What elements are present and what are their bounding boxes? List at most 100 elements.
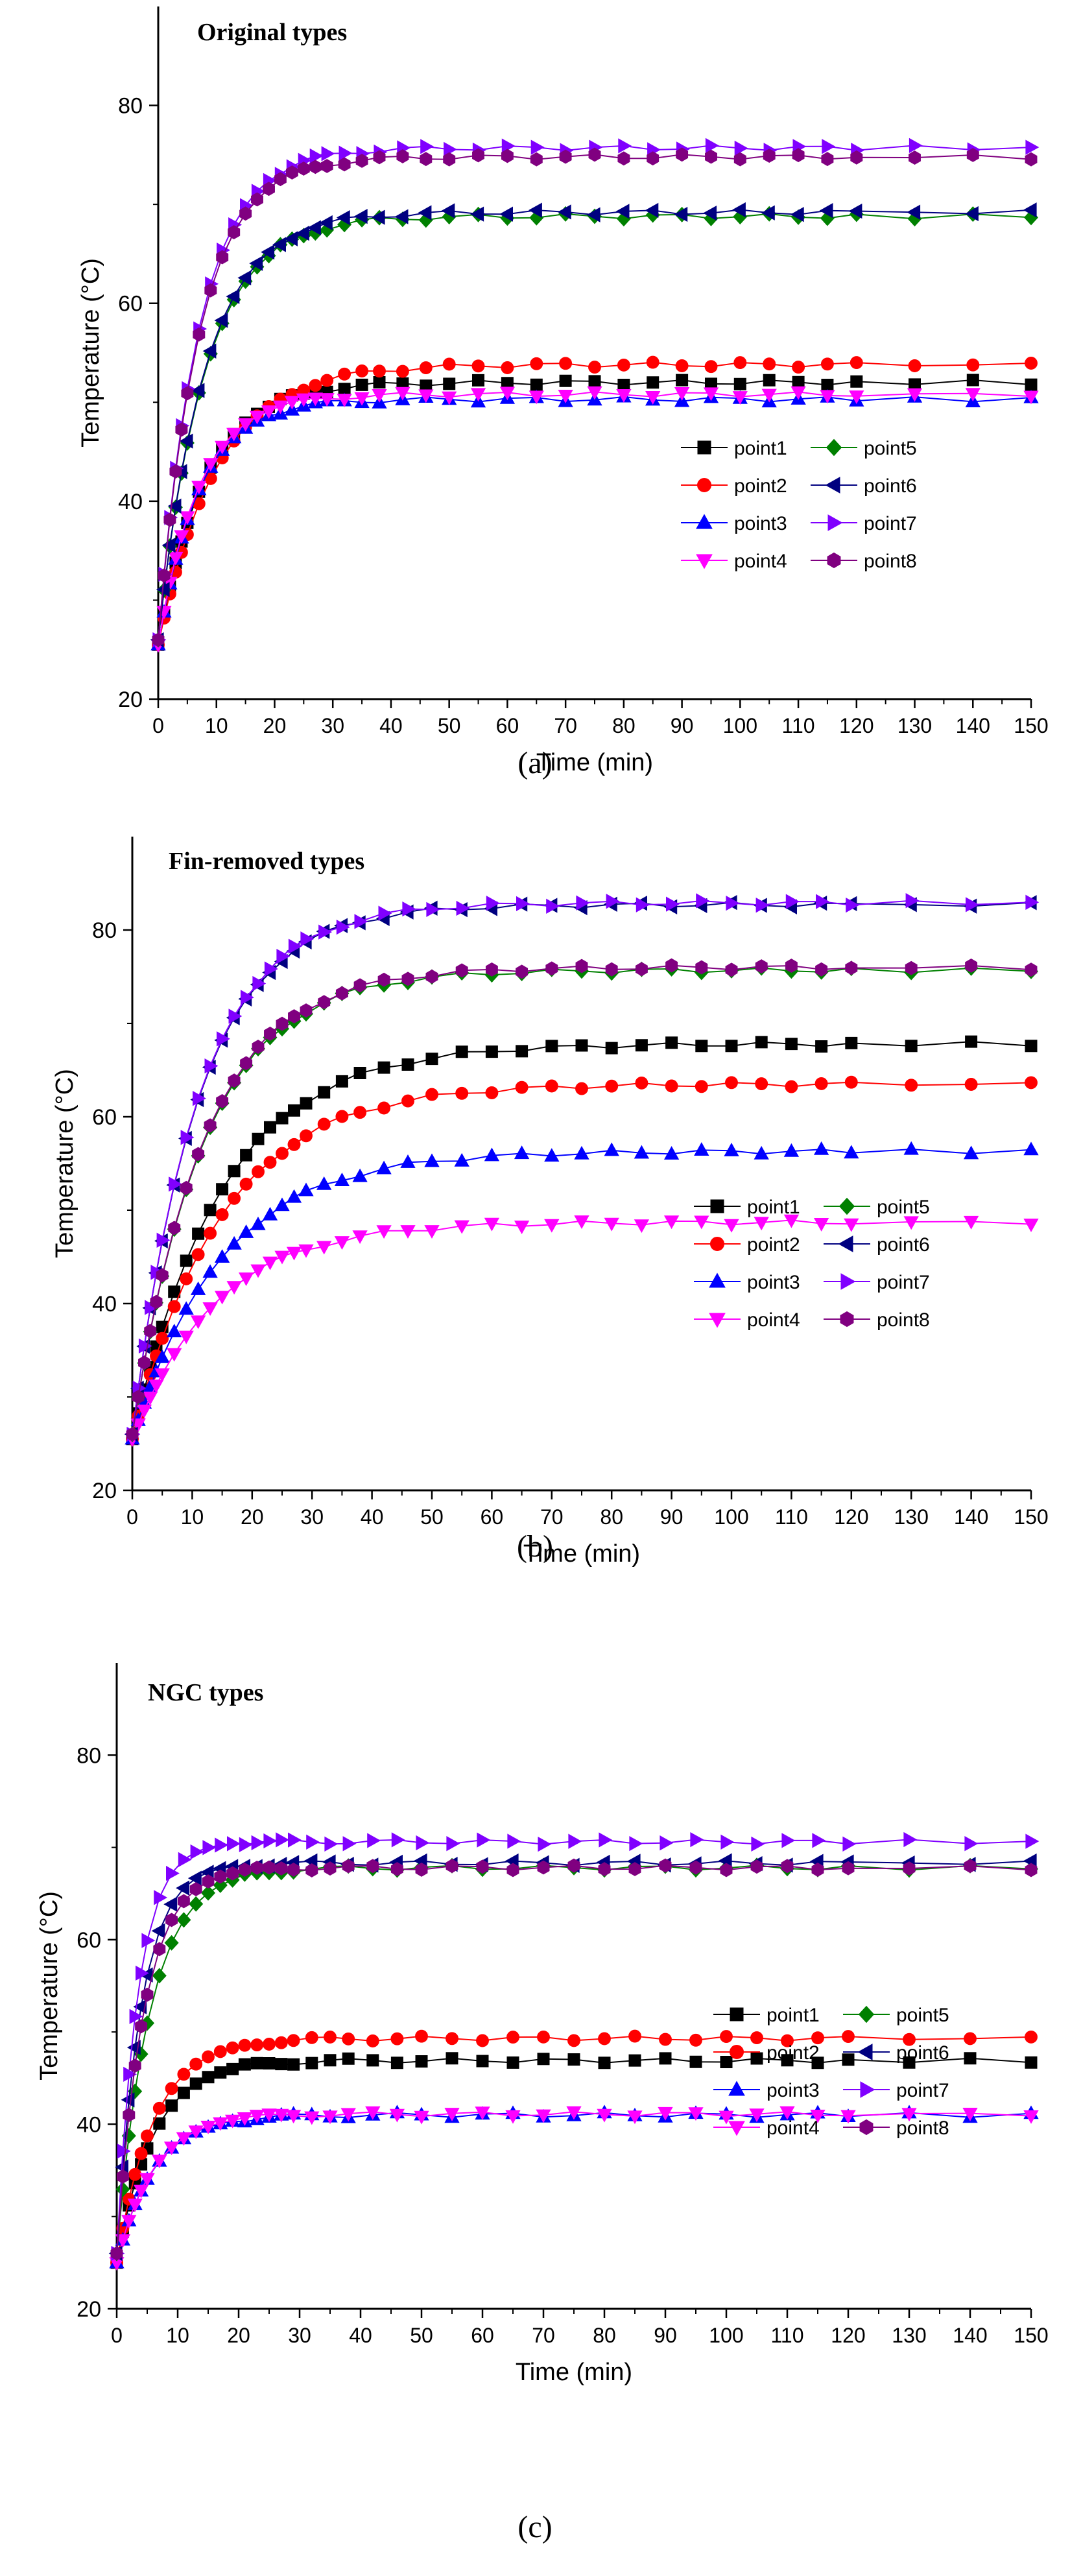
- data-point-point7: [378, 905, 392, 921]
- data-point-point6: [187, 1870, 202, 1886]
- data-point-point1: [485, 1045, 498, 1058]
- data-point-point4: [536, 2109, 551, 2123]
- series-point2: [110, 2029, 1038, 2269]
- data-point-point7: [123, 2066, 137, 2082]
- data-point-point2: [324, 2031, 337, 2044]
- data-point-point1: [537, 2053, 550, 2066]
- data-point-point3: [286, 1189, 302, 1203]
- data-point-point4: [514, 1221, 530, 1234]
- data-point-point1: [476, 2055, 489, 2068]
- data-point-point8: [141, 1987, 154, 2002]
- data-point-point2: [695, 1080, 708, 1093]
- data-point-point8: [443, 152, 456, 167]
- data-point-point4: [261, 2108, 277, 2123]
- data-point-point1: [903, 2056, 916, 2069]
- data-point-point4: [813, 1217, 829, 1232]
- data-point-point3: [903, 1141, 919, 1155]
- data-point-point4: [454, 1220, 470, 1234]
- data-point-point8: [180, 1180, 193, 1195]
- data-point-point7: [636, 897, 650, 912]
- y-axis-title: Temperature (°C): [36, 1891, 63, 2081]
- data-point-point2: [419, 361, 433, 375]
- data-point-point8: [781, 1859, 794, 1874]
- legend-label: point7: [877, 1272, 930, 1293]
- data-point-point1: [373, 376, 386, 388]
- legend: point1 point2 point3 point4 point5 point6 poin…: [713, 2005, 949, 2139]
- series-line-point4: [116, 2111, 1032, 2263]
- data-point-point4: [574, 1215, 589, 1229]
- data-point-point1: [204, 1204, 217, 1217]
- data-point-point4: [226, 1281, 242, 1295]
- data-point-point8: [204, 1118, 217, 1133]
- data-point-point2: [401, 1094, 414, 1108]
- data-point-point4: [261, 405, 277, 419]
- data-point-point7: [204, 1058, 219, 1074]
- data-point-point8: [909, 150, 921, 165]
- data-point-point7: [446, 1836, 460, 1852]
- data-point-point1: [1025, 378, 1038, 391]
- data-point-point4: [352, 1230, 368, 1245]
- data-point-point5: [176, 1912, 191, 1928]
- data-point-point3: [694, 1142, 709, 1156]
- series-point8: [126, 958, 1038, 1442]
- data-point-point4: [840, 2110, 856, 2124]
- data-point-point7: [705, 137, 719, 154]
- series-point5: [150, 206, 1039, 648]
- y-tick-label: 60: [92, 1105, 117, 1130]
- data-point-point8: [175, 422, 188, 437]
- data-point-point4: [121, 2215, 137, 2229]
- legend-label: point5: [877, 1197, 930, 1218]
- series-line-point1: [116, 2057, 1032, 2263]
- data-point-point7: [456, 900, 470, 916]
- data-point-point1: [425, 1053, 438, 1066]
- x-tick-label: 0: [152, 714, 164, 737]
- data-point-point7: [391, 1832, 405, 1848]
- data-point-point3: [154, 1349, 170, 1363]
- series-line-point3: [116, 2112, 1032, 2263]
- data-point-point1: [276, 1112, 289, 1125]
- data-point-point4: [319, 393, 335, 407]
- data-point-point7: [202, 1840, 217, 1855]
- data-point-point4: [296, 393, 311, 407]
- data-point-point4: [249, 2110, 265, 2123]
- data-point-point2: [309, 379, 322, 392]
- legend-marker: [858, 2005, 875, 2023]
- data-point-point7: [755, 898, 770, 913]
- data-point-point2: [204, 1226, 217, 1240]
- data-point-point2: [964, 1078, 978, 1091]
- data-point-point8: [966, 148, 979, 162]
- data-point-point2: [263, 2038, 276, 2051]
- data-point-point2: [167, 1300, 181, 1313]
- data-point-point6: [418, 205, 432, 221]
- data-point-point2: [850, 356, 863, 370]
- series-line-point6: [158, 209, 1032, 640]
- data-point-point7: [217, 1031, 230, 1047]
- data-point-point3: [574, 1145, 589, 1160]
- data-point-point2: [355, 364, 369, 377]
- data-point-point1: [567, 2053, 580, 2066]
- data-point-point4: [202, 1302, 218, 1316]
- legend-marker: [697, 478, 711, 492]
- data-point-point4: [180, 511, 195, 525]
- data-point-point1: [401, 1058, 414, 1071]
- data-point-point8: [263, 1860, 276, 1875]
- y-tick-label: 80: [92, 918, 117, 943]
- data-point-point7: [193, 1091, 206, 1106]
- data-point-point8: [390, 1862, 403, 1876]
- data-point-point8: [163, 512, 176, 527]
- data-point-point7: [507, 1833, 521, 1849]
- data-point-point8: [635, 962, 648, 977]
- data-point-point4: [274, 1250, 290, 1265]
- legend-label: point6: [877, 1234, 930, 1256]
- data-point-point8: [238, 1862, 251, 1877]
- data-point-point7: [420, 139, 434, 154]
- data-point-point8: [158, 568, 171, 583]
- data-point-point7: [812, 1833, 826, 1848]
- data-point-point8: [506, 1863, 519, 1878]
- data-point-point1: [180, 1254, 193, 1267]
- legend-label: point3: [734, 513, 787, 534]
- data-point-point3: [167, 1324, 182, 1337]
- data-point-point4: [597, 2108, 612, 2123]
- data-point-point8: [228, 225, 241, 240]
- data-point-point2: [180, 1272, 193, 1285]
